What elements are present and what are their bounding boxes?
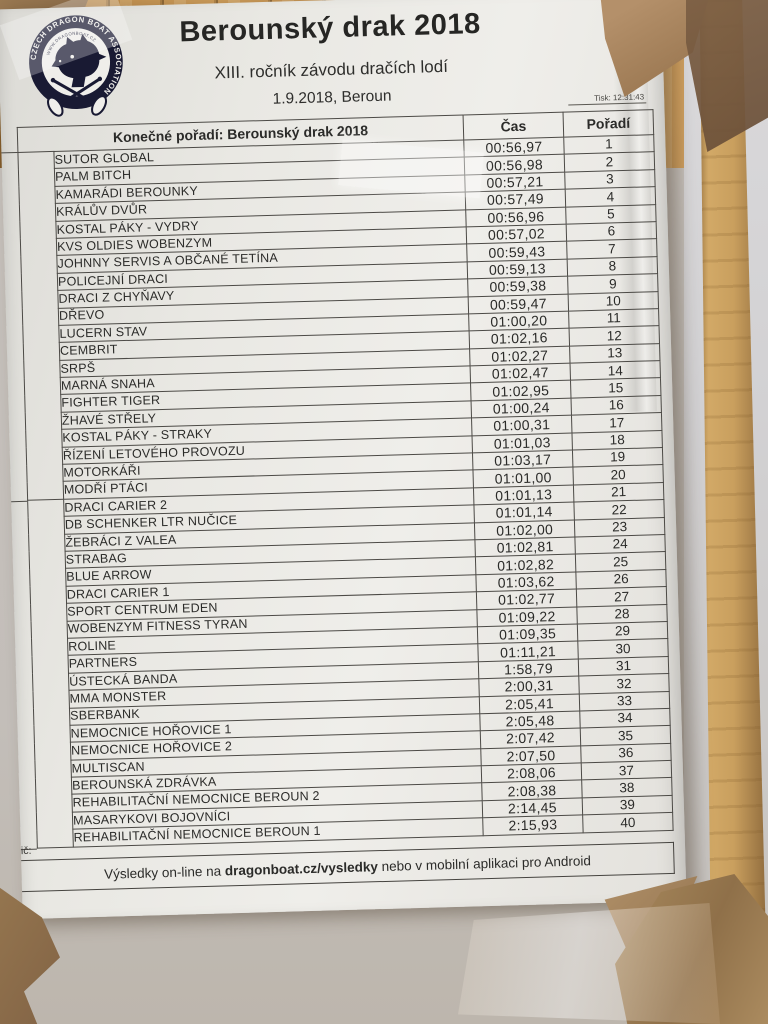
team-rank: 40 [582, 812, 674, 833]
footer-note: Výsledky on-line na dragonboat.cz/vysled… [21, 841, 675, 893]
dragon-boat-association-logo: CZECH DRAGON BOAT ASSOCIATION WWW.DRAGON… [27, 14, 124, 117]
column-header-rank: Pořadí [563, 109, 654, 138]
group-divider-edge-line [11, 500, 28, 503]
team-time: 2:15,93 [482, 815, 584, 836]
glossy-tape-on-wood [458, 903, 720, 1024]
results-sheet: CZECH DRAGON BOAT ASSOCIATION WWW.DRAGON… [0, 0, 687, 920]
dragon-head-icon [51, 34, 107, 88]
footer-results-url: dragonboat.cz/vysledky [224, 858, 379, 878]
cut-off-margin-text: ič: [20, 844, 32, 858]
table-edge-line [1, 151, 18, 154]
crossed-paddles-icon [52, 77, 102, 110]
footer-text-prefix: Výsledky on-line na [103, 862, 226, 882]
column-header-time: Čas [463, 112, 564, 140]
footer-text-suffix: nebo v mobilní aplikaci pro Android [377, 852, 592, 874]
results-table: Konečné pořadí: Berounský drak 2018 Čas … [16, 109, 674, 849]
print-timestamp: Tisk: 12:31:43 [568, 92, 647, 106]
